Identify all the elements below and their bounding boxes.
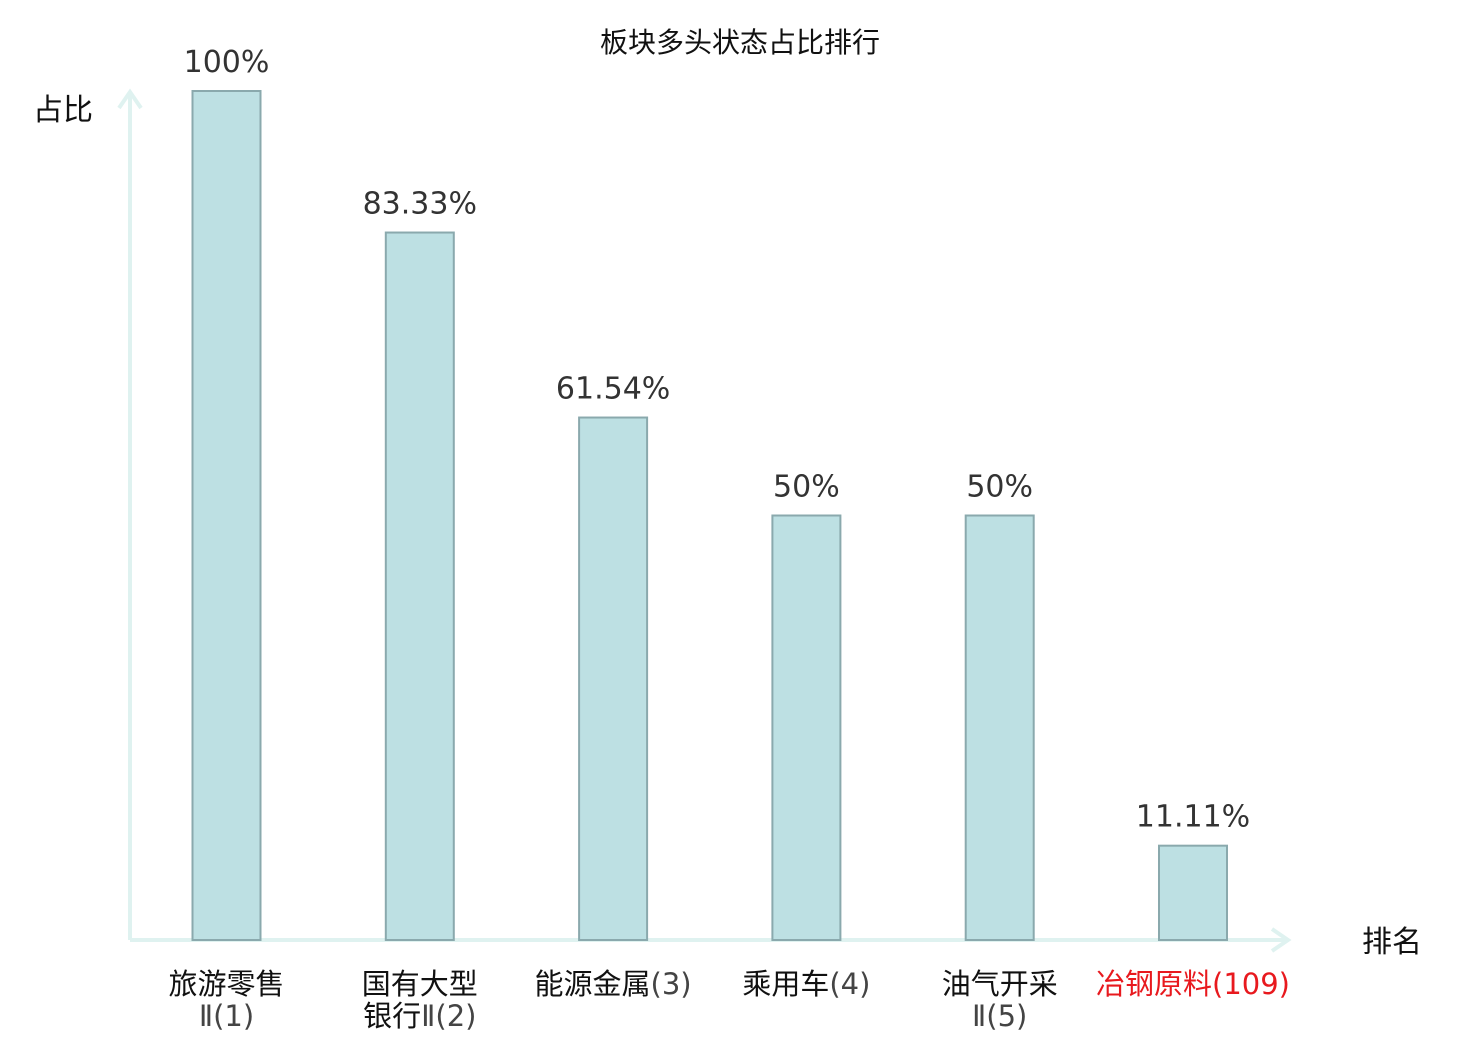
bar-5: [964, 514, 1035, 941]
category-label-4-line-1: 乘用车(4): [742, 967, 870, 1001]
category-label-1-line-2: Ⅱ(1): [199, 999, 254, 1033]
value-label-3: 61.54%: [556, 372, 670, 407]
category-label-6-line-1: 冶钢原料(109): [1096, 967, 1290, 1001]
category-label-5-line-2: Ⅱ(5): [972, 999, 1027, 1033]
y-axis-label: 占比: [33, 93, 93, 128]
bar-3: [578, 416, 649, 941]
value-label-1: 100%: [184, 45, 270, 80]
category-label-2-line-1: 国有大型: [362, 967, 478, 1001]
category-label-2-line-2: 银行Ⅱ(2): [363, 999, 476, 1033]
value-labels-group: 100% 83.33% 61.54% 50% 50% 11.11%: [184, 45, 1251, 835]
value-label-2: 83.33%: [363, 187, 477, 222]
bars-group: [191, 90, 1228, 941]
bar-1: [191, 90, 262, 941]
bar-6: [1158, 844, 1228, 941]
value-label-4: 50%: [773, 470, 840, 505]
chart-title: 板块多头状态占比排行: [600, 26, 880, 59]
x-axis-label: 排名: [1362, 925, 1422, 960]
y-axis-arrow: [117, 88, 143, 110]
category-label-1-line-1: 旅游零售: [168, 967, 284, 1001]
bar-4: [771, 514, 842, 941]
x-axis-arrow: [1270, 927, 1292, 953]
value-label-6: 11.11%: [1136, 800, 1250, 835]
value-label-5: 50%: [966, 470, 1033, 505]
category-label-3-line-1: 能源金属(3): [535, 967, 692, 1001]
category-label-5-line-1: 油气开采: [942, 967, 1058, 1001]
bar-2: [384, 231, 455, 941]
